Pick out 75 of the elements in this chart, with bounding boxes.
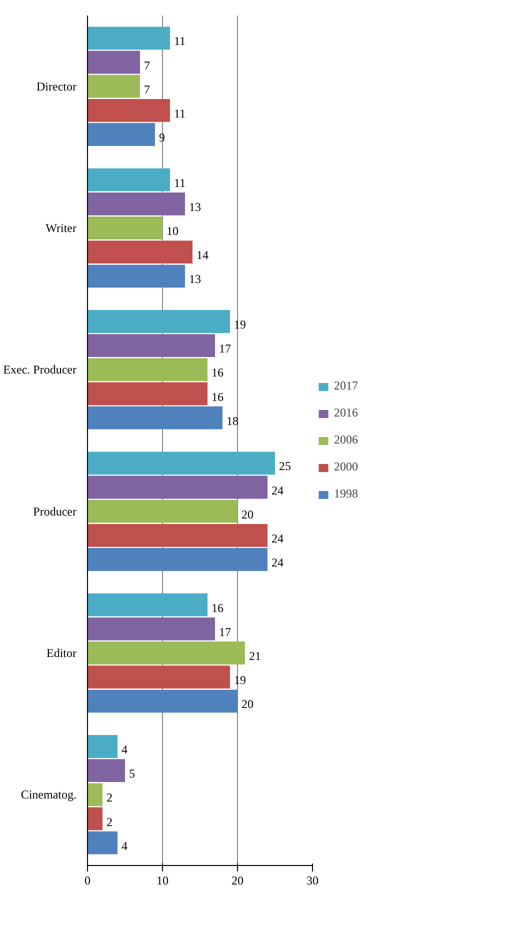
data-label: 7 (144, 82, 150, 96)
bar (88, 26, 170, 50)
bar (88, 593, 208, 616)
data-label: 10 (166, 224, 178, 238)
bar (88, 735, 118, 758)
data-label: 19 (234, 673, 246, 688)
data-label: 11 (174, 34, 186, 48)
data-label: 20 (242, 697, 254, 712)
data-label: 14 (196, 248, 208, 262)
y-tick-label: Writer (46, 221, 77, 235)
legend-label: 2016 (334, 406, 358, 420)
y-tick-label: Producer (33, 504, 77, 518)
legend-label: 2017 (334, 378, 358, 394)
data-label: 18 (226, 414, 238, 428)
bar (88, 264, 185, 288)
data-label: 5 (129, 766, 135, 781)
bar (88, 50, 140, 74)
data-label: 4 (122, 838, 128, 853)
data-label: 24 (272, 556, 284, 570)
bar (88, 192, 185, 216)
data-label: 20 (242, 507, 254, 522)
data-label: 16 (212, 366, 224, 380)
data-label: 11 (174, 106, 186, 120)
bar (88, 548, 268, 571)
y-tick-label: Exec. Producer (3, 362, 77, 377)
bar (88, 334, 215, 358)
bar (88, 123, 155, 146)
bar (88, 476, 268, 499)
bar (88, 500, 238, 523)
data-label: 11 (174, 176, 186, 190)
bar (88, 358, 208, 382)
bar (88, 406, 222, 430)
data-label: 19 (234, 318, 246, 332)
bar (88, 690, 238, 713)
y-tick-label: Director (36, 79, 77, 94)
data-label: 13 (189, 272, 201, 286)
y-tick-label: Cinematog. (20, 788, 77, 802)
bar (88, 310, 230, 333)
bar (88, 98, 170, 122)
data-label: 24 (272, 483, 284, 498)
legend-label: 2000 (334, 460, 358, 474)
bar (88, 783, 102, 806)
x-tick-label: 20 (232, 874, 244, 888)
data-label: 16 (212, 390, 224, 404)
bar (88, 759, 125, 782)
bar (88, 524, 268, 547)
data-label: 17 (219, 342, 231, 356)
data-label: 2 (106, 814, 112, 829)
y-tick-label: Editor (46, 646, 77, 660)
bar (88, 452, 275, 475)
bar (88, 617, 215, 640)
bar (88, 168, 170, 192)
data-label: 9 (159, 130, 165, 144)
data-label: 7 (144, 58, 150, 72)
x-tick-label: 10 (156, 874, 168, 888)
bar (88, 807, 102, 830)
bar (88, 216, 162, 240)
bar (88, 382, 208, 406)
bar (88, 831, 118, 854)
x-tick-label: 30 (306, 874, 318, 888)
data-label: 21 (249, 649, 261, 663)
bar (88, 642, 245, 664)
data-label: 24 (272, 531, 284, 546)
data-label: 13 (189, 200, 201, 214)
data-label: 4 (122, 742, 128, 756)
bar (88, 240, 192, 264)
x-tick-label: 0 (84, 874, 90, 888)
bar (88, 666, 230, 689)
data-label: 2 (106, 790, 112, 805)
data-label: 25 (279, 459, 291, 474)
bar (88, 74, 140, 98)
data-label: 16 (212, 600, 224, 615)
legend-label: 2006 (334, 432, 358, 448)
legend-label: 1998 (334, 486, 358, 502)
data-label: 17 (219, 624, 231, 639)
